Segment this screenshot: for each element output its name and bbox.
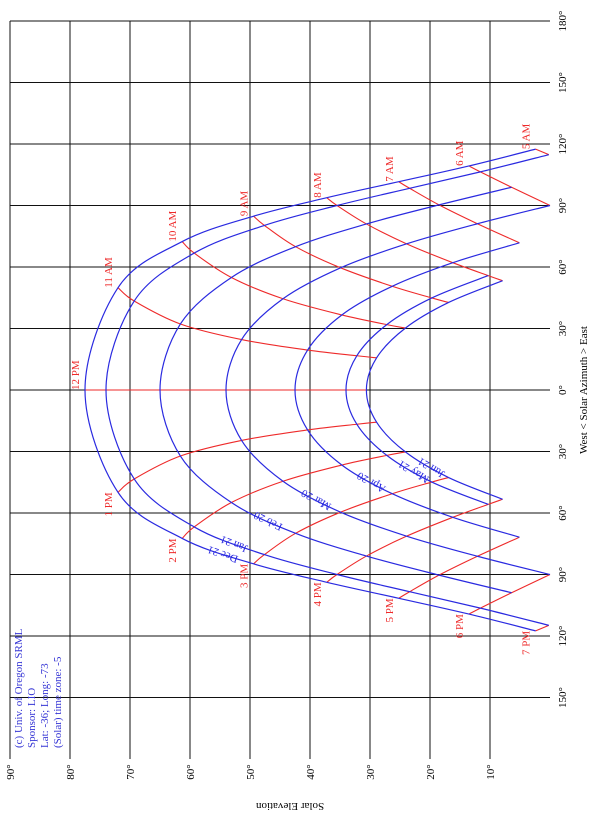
hour-label: 8 AM	[312, 172, 324, 198]
x-tick-label: 0°	[557, 385, 569, 395]
hour-label: 9 AM	[239, 191, 251, 217]
hour-label: 6 PM	[454, 614, 466, 638]
x-tick-label: 60°	[557, 259, 569, 274]
y-tick-label: 70°	[125, 764, 137, 779]
note: Sponsor: LIO	[26, 688, 38, 748]
hour-label: 1 PM	[103, 492, 115, 516]
x-tick-label: 150°	[557, 687, 569, 708]
note: Lat: -36; Long: -73	[39, 663, 51, 748]
hour-label: 11 AM	[103, 257, 115, 288]
sun-path-curve	[365, 280, 503, 500]
sun-path-curve	[225, 204, 551, 576]
hour-line	[468, 165, 551, 206]
y-axis-title: Solar Elevation	[255, 800, 324, 812]
x-tick-label: 60°	[557, 505, 569, 520]
hour-label: 3 PM	[239, 564, 251, 588]
y-tick-label: 40°	[305, 764, 317, 779]
sun-path-curve	[84, 148, 536, 632]
hour-label: 5 AM	[521, 124, 533, 150]
hour-label: 4 PM	[312, 582, 324, 606]
x-tick-label: 150°	[557, 72, 569, 93]
note: (c) Univ. of Oregon SRML	[13, 628, 25, 748]
sun-path-curve	[345, 275, 489, 505]
hour-label: 12 PM	[70, 360, 82, 390]
hour-label: 7 PM	[521, 631, 533, 655]
y-tick-label: 10°	[485, 764, 497, 779]
hour-label: 10 AM	[167, 210, 179, 241]
y-tick-label: 80°	[65, 764, 77, 779]
hour-label: 2 PM	[167, 538, 179, 562]
hour-label: 6 AM	[454, 140, 466, 166]
sun-path-curve	[105, 154, 549, 626]
x-tick-label: 120°	[557, 626, 569, 647]
note: (Solar) time zone: -5	[52, 656, 64, 748]
x-tick-label: 120°	[557, 134, 569, 155]
y-tick-label: 60°	[185, 764, 197, 779]
x-tick-label: 30°	[557, 444, 569, 459]
hour-label: 5 PM	[384, 598, 396, 622]
x-tick-label: 180°	[557, 11, 569, 32]
sun-path-curve	[294, 242, 520, 538]
hour-line	[468, 574, 551, 615]
x-tick-label: 30°	[557, 321, 569, 336]
y-tick-label: 90°	[5, 764, 17, 779]
y-tick-label: 50°	[245, 764, 257, 779]
x-tick-label: 90°	[557, 198, 569, 213]
sun-path-curve	[159, 186, 512, 594]
x-axis-title: West < Solar Azimuth > East	[578, 326, 590, 454]
x-tick-label: 90°	[557, 567, 569, 582]
hour-label: 7 AM	[384, 156, 396, 182]
y-tick-label: 30°	[365, 764, 377, 779]
y-tick-label: 20°	[425, 764, 437, 779]
